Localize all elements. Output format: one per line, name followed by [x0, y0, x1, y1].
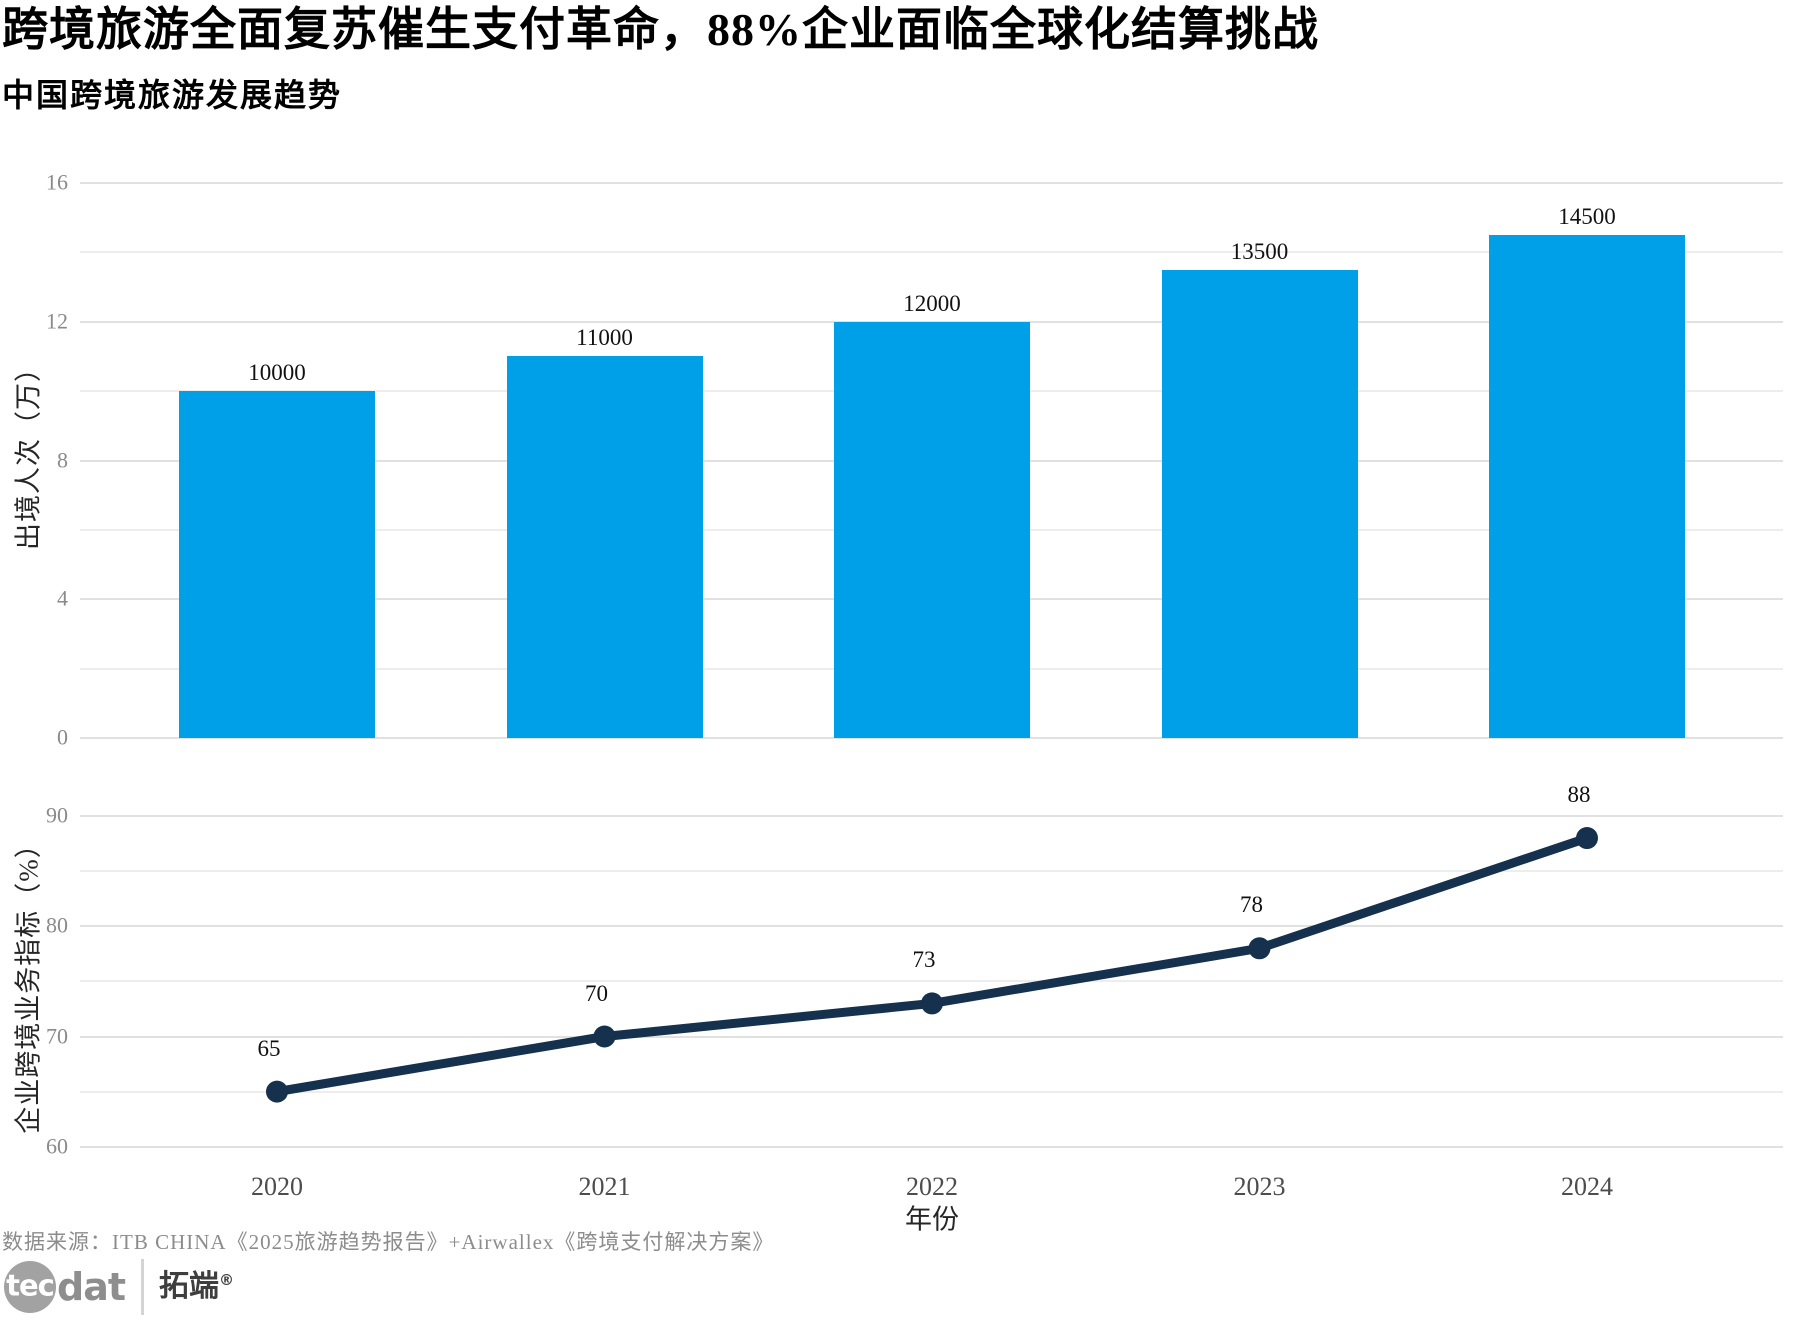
y-tick-label-top-12: 12 — [46, 308, 68, 334]
logo-circle-icon: tec — [4, 1261, 56, 1313]
bar-value-label-2022: 12000 — [903, 290, 961, 316]
gridline-major-0 — [80, 737, 1783, 739]
gridline-minor-14 — [80, 251, 1783, 254]
x-tick-label-2020: 2020 — [251, 1172, 303, 1201]
bar-2024 — [1489, 235, 1685, 738]
logo-brand-name: 拓端® — [159, 1272, 234, 1302]
logo-tec-text: tec — [6, 1268, 55, 1303]
bar-value-label-2020: 10000 — [248, 360, 306, 386]
page-title: 跨境旅游全面复苏催生支付革命，88%企业面临全球化结算挑战 — [2, 4, 1319, 55]
gridline-minor-pct-75 — [80, 980, 1783, 983]
point-value-label-2023: 78 — [1240, 892, 1263, 918]
bar-2022 — [834, 321, 1030, 738]
y-tick-label-top-0: 0 — [57, 724, 68, 750]
x-tick-label-2021: 2021 — [578, 1172, 631, 1201]
y-tick-label-bottom-70: 70 — [46, 1022, 68, 1048]
point-value-label-2021: 70 — [585, 980, 608, 1006]
x-tick-label-2024: 2024 — [1561, 1172, 1613, 1201]
y-axis-title-top: 出境人次（万） — [13, 354, 44, 550]
data-point-2022 — [921, 992, 943, 1015]
chart-subtitle: 中国跨境旅游发展趋势 — [2, 77, 343, 113]
gridline-minor-pct-65 — [80, 1090, 1783, 1093]
gridline-major-pct-70 — [80, 1035, 1783, 1038]
tecdat-logo: tec dat 拓端® — [4, 1259, 234, 1315]
y-tick-label-top-16: 16 — [46, 169, 68, 195]
data-point-2023 — [1248, 937, 1271, 960]
bar-value-label-2021: 11000 — [576, 325, 633, 351]
point-value-label-2022: 73 — [912, 947, 936, 973]
bar-2021 — [506, 356, 703, 738]
point-value-label-2024: 88 — [1567, 782, 1591, 808]
point-value-label-2020: 65 — [257, 1035, 281, 1061]
gridline-major-16 — [80, 182, 1783, 184]
y-tick-label-bottom-90: 90 — [46, 802, 68, 828]
y-tick-label-bottom-60: 60 — [46, 1133, 68, 1159]
logo-divider — [141, 1259, 145, 1315]
x-axis-title: 年份 — [905, 1204, 959, 1235]
x-tick-label-2023: 2023 — [1233, 1172, 1286, 1201]
y-axis-title-bottom: 企业跨境业务指标（%） — [13, 830, 44, 1134]
gridline-major-pct-80 — [80, 925, 1783, 928]
y-tick-label-bottom-80: 80 — [46, 912, 68, 938]
x-tick-label-2022: 2022 — [906, 1172, 958, 1201]
registered-mark: ® — [219, 1271, 235, 1289]
bar-value-label-2023: 13500 — [1230, 238, 1289, 264]
logo-dat-text: dat — [57, 1265, 126, 1309]
logo-brand-cn: 拓端 — [159, 1269, 220, 1304]
y-tick-label-top-8: 8 — [57, 446, 68, 472]
gridline-major-pct-60 — [80, 1145, 1783, 1148]
bar-value-label-2024: 14500 — [1558, 204, 1616, 230]
y-tick-label-top-4: 4 — [57, 585, 68, 611]
data-point-2024 — [1576, 827, 1598, 850]
bar-2023 — [1161, 269, 1358, 738]
gridline-major-pct-90 — [80, 815, 1783, 817]
data-source-note: 数据来源：ITB CHINA《2025旅游趋势报告》+Airwallex《跨境支… — [2, 1230, 775, 1254]
gridline-minor-pct-85 — [80, 870, 1783, 873]
bar-2020 — [179, 391, 375, 738]
